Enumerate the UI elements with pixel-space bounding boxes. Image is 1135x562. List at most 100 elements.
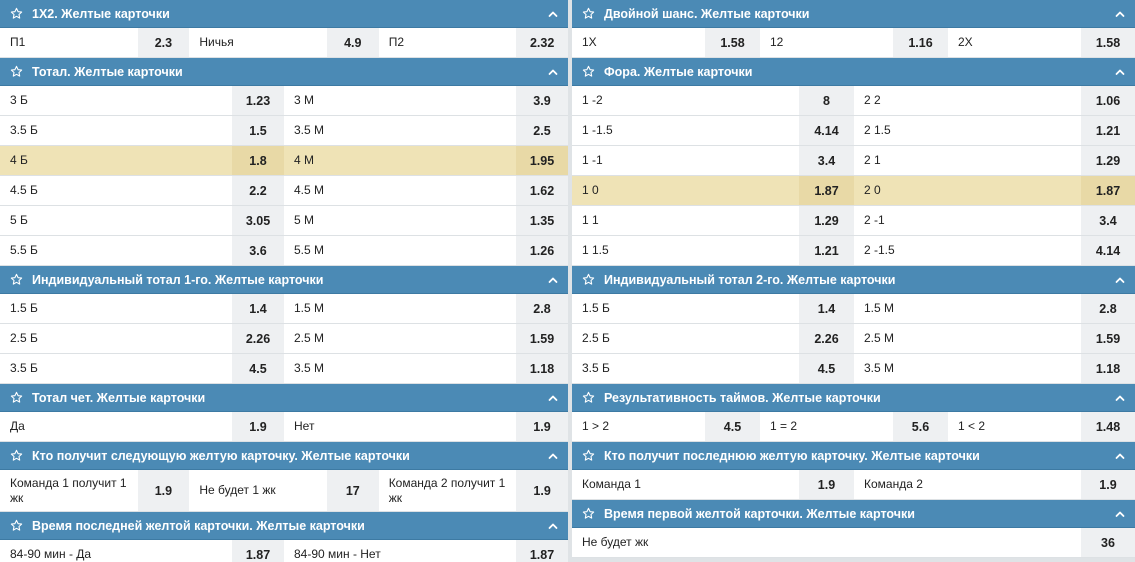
chevron-up-icon[interactable] — [1115, 393, 1125, 403]
odds-value-button[interactable]: 1.95 — [516, 146, 568, 175]
outcome-label: 2 1 — [864, 153, 881, 167]
odds-row: 84-90 мин - Да 1.87 84-90 мин - Нет 1.87 — [0, 540, 568, 562]
chevron-up-icon[interactable] — [1115, 451, 1125, 461]
market-header[interactable]: Фора. Желтые карточки — [572, 58, 1135, 86]
star-outline-icon[interactable] — [582, 7, 595, 20]
odds-value-button[interactable]: 1.26 — [516, 236, 568, 265]
chevron-up-icon[interactable] — [1115, 9, 1125, 19]
odds-value-button[interactable]: 1.87 — [516, 540, 568, 562]
market-header[interactable]: Индивидуальный тотал 2-го. Желтые карточ… — [572, 266, 1135, 294]
odds-value-button[interactable]: 2.2 — [232, 176, 284, 205]
odds-value-button[interactable]: 1.9 — [799, 470, 854, 499]
odds-value-button[interactable]: 1.9 — [232, 412, 284, 441]
outcome-label: 1 1 — [582, 213, 599, 227]
odds-value-button[interactable]: 4.5 — [232, 354, 284, 383]
odds-value-button[interactable]: 1.29 — [1081, 146, 1135, 175]
odds-value-button[interactable]: 3.05 — [232, 206, 284, 235]
star-outline-icon[interactable] — [10, 391, 23, 404]
odds-value-button[interactable]: 2.5 — [516, 116, 568, 145]
odds-value-button[interactable]: 1.62 — [516, 176, 568, 205]
market-header[interactable]: Тотал чет. Желтые карточки — [0, 384, 568, 412]
star-outline-icon[interactable] — [10, 65, 23, 78]
odds-value-button[interactable]: 1.87 — [799, 176, 854, 205]
chevron-up-icon[interactable] — [548, 275, 558, 285]
market-section: Двойной шанс. Желтые карточки 1X 1.58 12 1.1… — [572, 0, 1135, 58]
odds-value-button[interactable]: 1.9 — [1081, 470, 1135, 499]
market-section: Время первой желтой карточки. Желтые кар… — [572, 500, 1135, 558]
chevron-up-icon[interactable] — [1115, 509, 1125, 519]
odds-value-button[interactable]: 1.23 — [232, 86, 284, 115]
odds-value-button[interactable]: 1.48 — [1081, 412, 1135, 441]
odds-value-button[interactable]: 1.18 — [516, 354, 568, 383]
odds-value-button[interactable]: 3.9 — [516, 86, 568, 115]
odds-value-button[interactable]: 1.4 — [799, 294, 854, 323]
market-header[interactable]: Результативность таймов. Желтые карточки — [572, 384, 1135, 412]
odds-value-button[interactable]: 1.35 — [516, 206, 568, 235]
odds-value-button[interactable]: 36 — [1081, 528, 1135, 557]
market-header[interactable]: Время первой желтой карточки. Желтые кар… — [572, 500, 1135, 528]
chevron-up-icon[interactable] — [1115, 275, 1125, 285]
odds-row: 2.5 Б 2.26 2.5 М 1.59 — [0, 324, 568, 354]
chevron-up-icon[interactable] — [548, 9, 558, 19]
star-outline-icon[interactable] — [582, 507, 595, 520]
odds-value-button[interactable]: 1.58 — [705, 28, 760, 57]
market-header[interactable]: Двойной шанс. Желтые карточки — [572, 0, 1135, 28]
odds-value-button[interactable]: 4.9 — [326, 28, 379, 57]
odds-value-button[interactable]: 17 — [326, 470, 379, 511]
star-outline-icon[interactable] — [10, 7, 23, 20]
odds-value-button[interactable]: 1.9 — [516, 412, 568, 441]
odds-value-button[interactable]: 2.3 — [137, 28, 190, 57]
odds-row: 1 -1 3.4 2 1 1.29 — [572, 146, 1135, 176]
odds-value-button[interactable]: 1.8 — [232, 146, 284, 175]
market-header[interactable]: Кто получит следующую желтую карточку. Ж… — [0, 442, 568, 470]
odds-value-button[interactable]: 2.26 — [799, 324, 854, 353]
chevron-up-icon[interactable] — [548, 393, 558, 403]
odds-value-button[interactable]: 4.14 — [799, 116, 854, 145]
odds-value-button[interactable]: 4.5 — [705, 412, 760, 441]
odds-value-button[interactable]: 1.9 — [516, 470, 569, 511]
odds-value-button[interactable]: 1.21 — [799, 236, 854, 265]
market-header[interactable]: Кто получит последнюю желтую карточку. Ж… — [572, 442, 1135, 470]
odds-value-button[interactable]: 3.4 — [1081, 206, 1135, 235]
odds-value-button[interactable]: 1.21 — [1081, 116, 1135, 145]
odds-value-button[interactable]: 1.59 — [1081, 324, 1135, 353]
odds-value-button[interactable]: 1.87 — [1081, 176, 1135, 205]
odds-value-button[interactable]: 1.16 — [893, 28, 948, 57]
odds-value-button[interactable]: 1.5 — [232, 116, 284, 145]
market-header[interactable]: 1Х2. Желтые карточки — [0, 0, 568, 28]
market-header[interactable]: Индивидуальный тотал 1-го. Желтые карточ… — [0, 266, 568, 294]
star-outline-icon[interactable] — [10, 449, 23, 462]
market-section: Кто получит последнюю желтую карточку. Ж… — [572, 442, 1135, 500]
odds-value-button[interactable]: 4.14 — [1081, 236, 1135, 265]
star-outline-icon[interactable] — [10, 273, 23, 286]
star-outline-icon[interactable] — [10, 519, 23, 532]
odds-value-button[interactable]: 3.6 — [232, 236, 284, 265]
odds-value-button[interactable]: 1.18 — [1081, 354, 1135, 383]
odds-value-button[interactable]: 1.4 — [232, 294, 284, 323]
odds-value-button[interactable]: 1.29 — [799, 206, 854, 235]
market-header[interactable]: Тотал. Желтые карточки — [0, 58, 568, 86]
star-outline-icon[interactable] — [582, 391, 595, 404]
star-outline-icon[interactable] — [582, 65, 595, 78]
odds-value-button[interactable]: 1.58 — [1081, 28, 1135, 57]
market-title: Двойной шанс. Желтые карточки — [604, 6, 810, 21]
odds-value-button[interactable]: 1.87 — [232, 540, 284, 562]
odds-value-button[interactable]: 4.5 — [799, 354, 854, 383]
odds-value-button[interactable]: 1.9 — [137, 470, 190, 511]
star-outline-icon[interactable] — [582, 449, 595, 462]
chevron-up-icon[interactable] — [548, 67, 558, 77]
odds-value-button[interactable]: 2.26 — [232, 324, 284, 353]
odds-value-button[interactable]: 3.4 — [799, 146, 854, 175]
star-outline-icon[interactable] — [582, 273, 595, 286]
chevron-up-icon[interactable] — [548, 451, 558, 461]
chevron-up-icon[interactable] — [1115, 67, 1125, 77]
odds-value-button[interactable]: 1.59 — [516, 324, 568, 353]
odds-value-button[interactable]: 2.8 — [516, 294, 568, 323]
odds-value-button[interactable]: 5.6 — [893, 412, 948, 441]
odds-value-button[interactable]: 2.32 — [516, 28, 569, 57]
odds-value-button[interactable]: 8 — [799, 86, 854, 115]
odds-value-button[interactable]: 2.8 — [1081, 294, 1135, 323]
market-header[interactable]: Время последней желтой карточки. Желтые … — [0, 512, 568, 540]
odds-value-button[interactable]: 1.06 — [1081, 86, 1135, 115]
chevron-up-icon[interactable] — [548, 521, 558, 531]
